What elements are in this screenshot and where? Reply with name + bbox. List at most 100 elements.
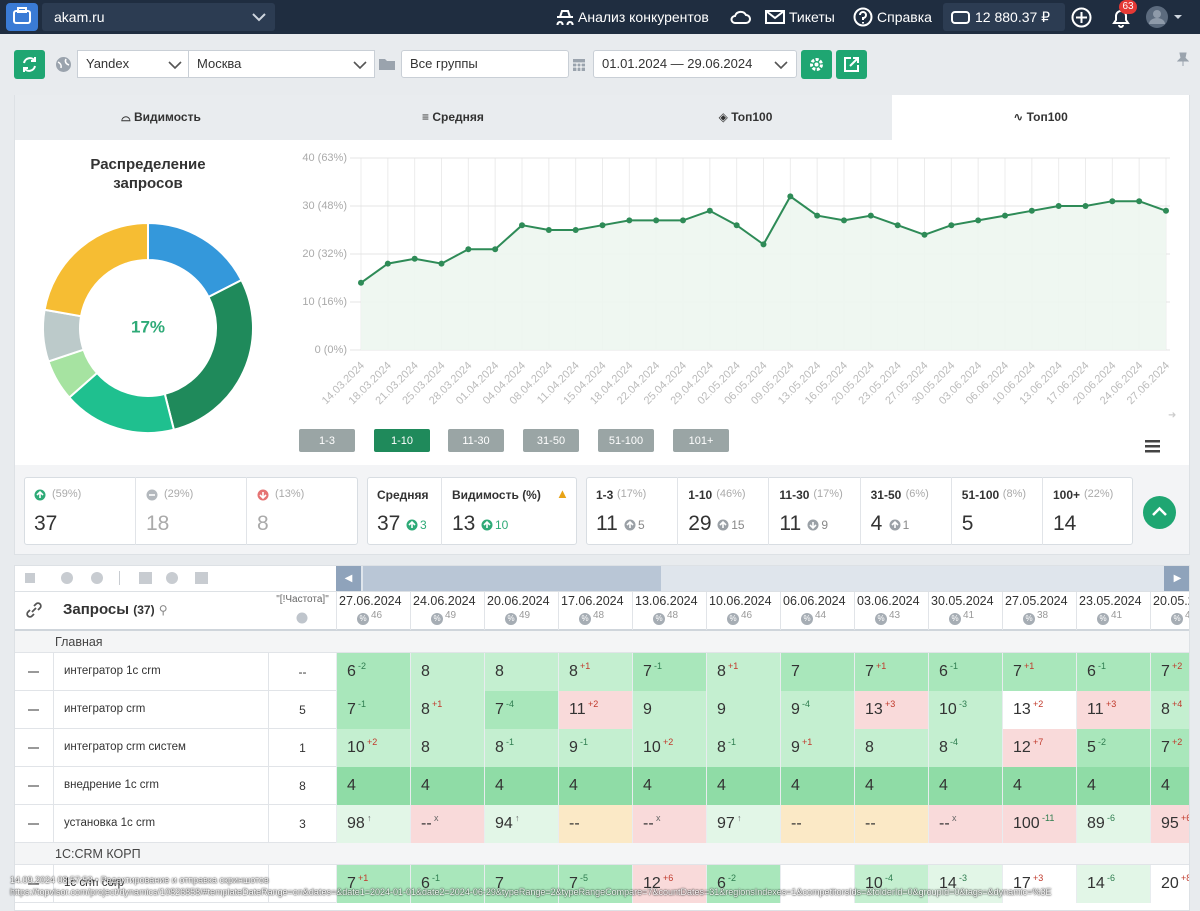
position: 7 (1161, 663, 1170, 681)
date-label: 10.06.2024 (709, 594, 772, 608)
pin-icon[interactable] (1177, 52, 1189, 66)
site-select[interactable]: akam.ru (42, 3, 275, 31)
position-cell: 10+2 (632, 729, 706, 767)
region-select[interactable]: Москва (188, 50, 375, 78)
position: 8 (865, 739, 874, 757)
add-icon[interactable] (1071, 7, 1092, 28)
position-cell: 4 (558, 767, 632, 805)
query-header: Запросы (37) ⚲ (63, 601, 168, 618)
wallet-icon (951, 9, 971, 25)
mail-icon (765, 10, 785, 24)
date-select[interactable]: 01.01.2024 — 29.06.2024 (593, 50, 797, 78)
spy-icon (555, 9, 575, 25)
date-freq: 43 (889, 610, 900, 621)
query-title: Запросы (63, 601, 129, 618)
y-tick-label: 0 (0%) (315, 344, 347, 356)
range-button[interactable]: 51-100 (598, 429, 654, 452)
tab[interactable]: ◈ Топ100 (599, 95, 892, 140)
scroll-thumb[interactable] (363, 566, 661, 591)
position: 12 (1013, 739, 1031, 757)
position-cell: 4 (410, 767, 484, 805)
percent-icon: % (1097, 613, 1109, 625)
nav-link[interactable]: Тикеты (789, 9, 835, 25)
export-icon (836, 50, 867, 79)
point (546, 227, 552, 233)
stat-label: Видимость (%) (452, 488, 541, 502)
position-delta: x (434, 813, 439, 823)
point (975, 217, 981, 223)
position-delta: -1 (506, 737, 514, 747)
range-button[interactable]: 101+ (673, 429, 729, 452)
position-cell: 5-2 (1076, 729, 1150, 767)
point (948, 222, 954, 228)
position-cell: 4 (632, 767, 706, 805)
position-delta: -3 (959, 699, 967, 709)
row-toggle[interactable] (28, 709, 39, 711)
range-button-label: 1-3 (319, 435, 335, 447)
group-input[interactable]: Все группы (401, 50, 569, 78)
row-toggle[interactable] (28, 785, 39, 787)
avatar[interactable] (1145, 5, 1187, 29)
date-label: 03.06.2024 (857, 594, 920, 608)
position-delta: ↑ (367, 813, 372, 823)
scroll-top-button[interactable] (1143, 496, 1176, 529)
range-button[interactable]: 11-30 (448, 429, 504, 452)
stat-cell: 100+(22%)14 (1042, 477, 1133, 545)
trend-icon (889, 519, 901, 531)
nav-link[interactable]: Анализ конкурентов (578, 9, 709, 25)
range-button[interactable]: 1-3 (299, 429, 355, 452)
donut-segment (148, 223, 241, 297)
position-cell: 4 (484, 767, 558, 805)
position-delta: +1 (802, 737, 812, 747)
position-delta: +1 (728, 661, 738, 671)
stat-label: Средняя (377, 488, 429, 502)
position-delta: +1 (432, 699, 442, 709)
position-delta: -4 (506, 699, 514, 709)
point (1029, 208, 1035, 214)
position: 7 (495, 701, 504, 719)
stat-cell: (59%)37 (24, 477, 135, 545)
top-bar: akam.ru Анализ конкурентов Тикеты Справк… (0, 0, 1200, 34)
refresh-button[interactable] (14, 50, 45, 79)
tab[interactable]: ⌓ Видимость (15, 95, 307, 140)
stat-pct: (17%) (813, 488, 842, 500)
tab-label: Топ100 (1027, 110, 1068, 124)
chart-menu[interactable] (1145, 440, 1160, 453)
search-icon[interactable]: ⚲ (159, 603, 168, 617)
tab[interactable]: ≡ Средняя (307, 95, 599, 140)
position-delta: -1 (654, 661, 662, 671)
point (1083, 203, 1089, 209)
position: 4 (1013, 777, 1022, 795)
row-toggle[interactable] (28, 823, 39, 825)
calendar-icon (572, 57, 586, 72)
balance-box[interactable]: 12 880.37 ₽ (943, 3, 1065, 31)
row-toggle[interactable] (28, 671, 39, 673)
settings-button[interactable] (801, 50, 832, 79)
range-button[interactable]: 31-50 (523, 429, 579, 452)
row-toggle[interactable] (28, 747, 39, 749)
tab[interactable]: ∿ Топ100 (892, 95, 1189, 140)
position: 11 (569, 701, 586, 719)
stat-value: 13 (452, 512, 475, 536)
scroll-left[interactable]: ◀ (336, 566, 361, 591)
logo[interactable] (6, 3, 38, 31)
point (1056, 203, 1062, 209)
position-delta: +2 (1172, 661, 1182, 671)
position-delta: -1 (580, 737, 588, 747)
nav-link[interactable]: Справка (877, 9, 932, 25)
percent-icon: % (505, 613, 517, 625)
scroll-right[interactable]: ▶ (1164, 566, 1190, 591)
stat-cell: 1-3(17%)115 (586, 477, 677, 545)
cloud-icon[interactable] (729, 9, 751, 25)
point (707, 208, 713, 214)
trend-icon (717, 519, 729, 531)
position: 95 (1161, 815, 1179, 833)
engine-select[interactable]: Yandex (77, 50, 189, 78)
range-button[interactable]: 1-10 (374, 429, 430, 452)
export-button[interactable] (836, 50, 867, 79)
range-button-label: 101+ (689, 435, 714, 447)
position-cell: 13+2 (1002, 691, 1076, 729)
point (680, 217, 686, 223)
position-cell: 7+1 (1002, 653, 1076, 691)
notification-badge: 63 (1119, 0, 1137, 14)
